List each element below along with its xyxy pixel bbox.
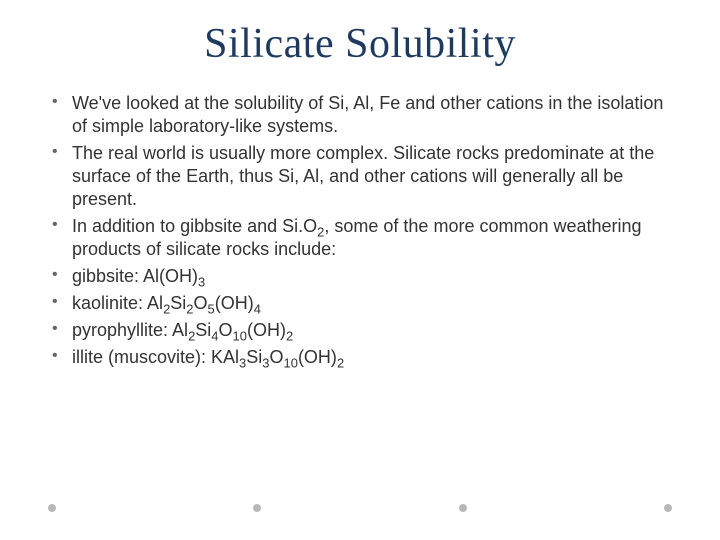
- bullet-list: We've looked at the solubility of Si, Al…: [40, 92, 680, 369]
- slide-container: Silicate Solubility We've looked at the …: [0, 0, 720, 540]
- bullet-item: pyrophyllite: Al2Si4O10(OH)2: [46, 319, 680, 342]
- bullet-item: In addition to gibbsite and Si.O2, some …: [46, 215, 680, 261]
- decoration-dot: [664, 504, 672, 512]
- decoration-dots: [0, 504, 720, 512]
- bullet-item: gibbsite: Al(OH)3: [46, 265, 680, 288]
- decoration-dot: [48, 504, 56, 512]
- decoration-dot: [253, 504, 261, 512]
- bullet-item: The real world is usually more complex. …: [46, 142, 680, 211]
- bullet-item: We've looked at the solubility of Si, Al…: [46, 92, 680, 138]
- decoration-dot: [459, 504, 467, 512]
- bullet-item: illite (muscovite): KAl3Si3O10(OH)2: [46, 346, 680, 369]
- bullet-item: kaolinite: Al2Si2O5(OH)4: [46, 292, 680, 315]
- slide-title: Silicate Solubility: [40, 20, 680, 68]
